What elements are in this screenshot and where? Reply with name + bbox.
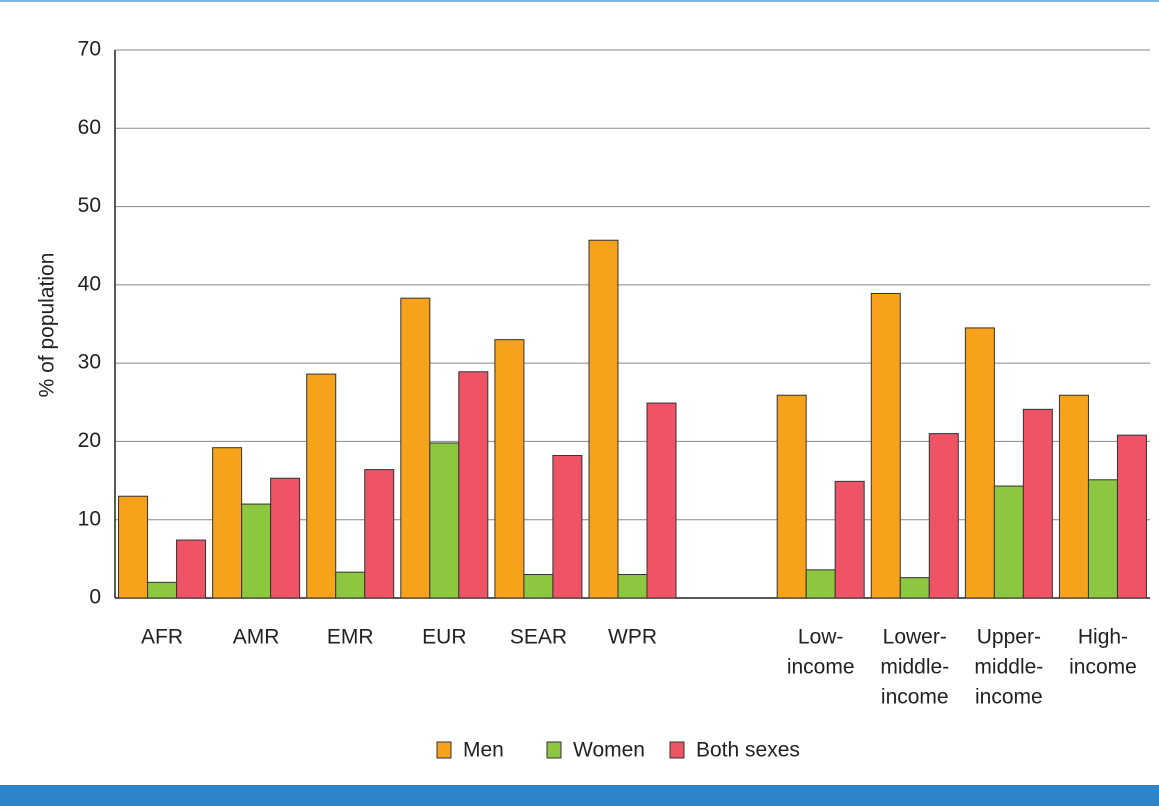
x-tick-label: Lower-: [883, 626, 947, 649]
x-tick-label: income: [975, 686, 1043, 709]
bar: [552, 455, 583, 599]
y-tick-label: 0: [89, 586, 101, 609]
footer-band: [0, 785, 1159, 806]
legend-swatch: [436, 741, 452, 759]
bar: [335, 571, 366, 599]
bar: [646, 402, 677, 599]
bar: [523, 574, 554, 599]
legend-label: Women: [573, 739, 645, 762]
x-tick-label: middle-: [880, 656, 949, 679]
bar: [617, 574, 648, 599]
bar: [118, 495, 149, 599]
x-tick-label: AFR: [141, 626, 183, 649]
y-tick-label: 70: [78, 38, 101, 61]
bar: [899, 577, 930, 599]
bar: [458, 371, 489, 599]
legend-label: Both sexes: [696, 739, 800, 762]
x-tick-label: income: [881, 686, 949, 709]
bar: [928, 433, 959, 599]
y-tick-label: 30: [78, 351, 101, 374]
legend-label: Men: [463, 739, 504, 762]
bar: [364, 469, 395, 599]
bar: [870, 292, 901, 599]
y-tick-label: 50: [78, 194, 101, 217]
bar: [429, 442, 460, 599]
bar: [993, 485, 1024, 599]
bar: [776, 394, 807, 599]
x-tick-label: Low-: [798, 626, 844, 649]
x-tick-label: middle-: [974, 656, 1043, 679]
bar: [1022, 408, 1053, 599]
x-tick-label: High-: [1078, 626, 1128, 649]
x-tick-label: income: [787, 656, 855, 679]
x-tick-label: SEAR: [510, 626, 567, 649]
bar: [1087, 479, 1118, 599]
x-tick-label: AMR: [233, 626, 280, 649]
y-axis-label: % of population: [36, 253, 59, 398]
bar: [306, 373, 337, 599]
y-tick-label: 20: [78, 429, 101, 452]
y-tick-label: 10: [78, 507, 101, 530]
x-tick-label: EMR: [327, 626, 374, 649]
y-tick-label: 40: [78, 272, 101, 295]
bar: [1116, 434, 1147, 599]
bar: [964, 327, 995, 599]
bar: [212, 447, 243, 599]
x-tick-label: income: [1069, 656, 1137, 679]
bar: [270, 477, 301, 599]
x-tick-label: WPR: [608, 626, 657, 649]
bar: [805, 569, 836, 599]
bar: [588, 239, 619, 599]
bar: [176, 539, 207, 599]
legend-swatch: [546, 741, 562, 759]
x-tick-label: EUR: [422, 626, 466, 649]
bar: [241, 503, 272, 599]
bar: [400, 297, 431, 599]
x-tick-label: Upper-: [977, 626, 1041, 649]
bar: [834, 480, 865, 599]
bar: [494, 339, 525, 599]
legend-swatch: [669, 741, 685, 759]
bar: [147, 581, 178, 599]
y-tick-label: 60: [78, 116, 101, 139]
bar: [1058, 394, 1089, 599]
